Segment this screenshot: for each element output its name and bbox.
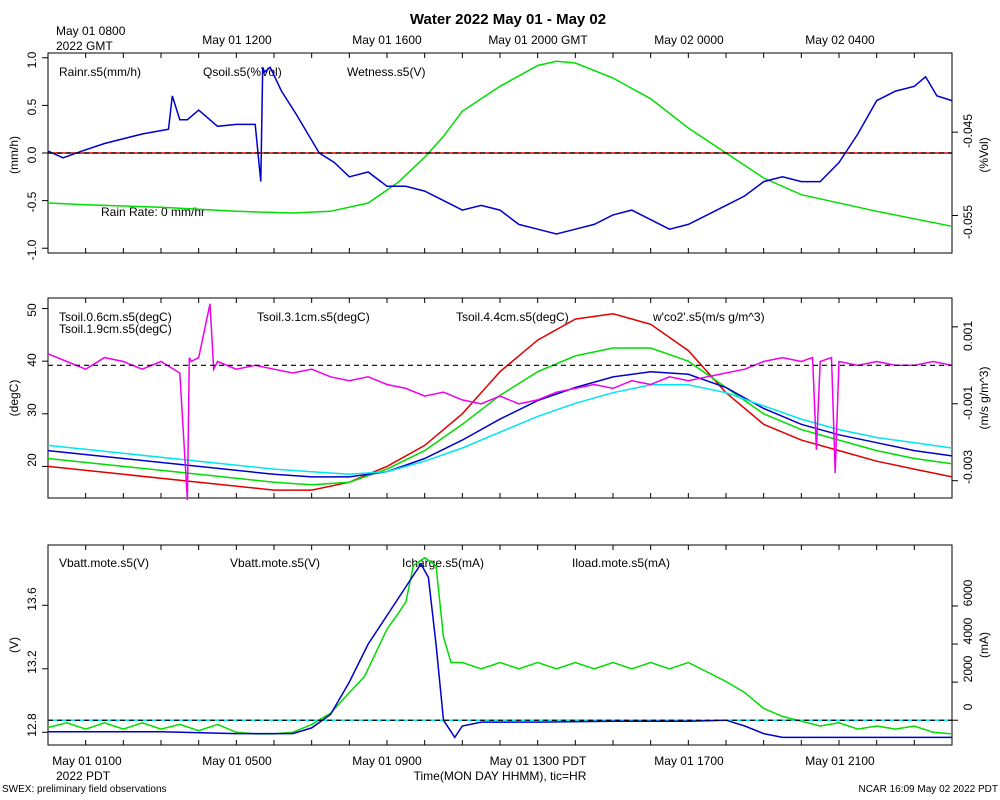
y-tick-label-left: 0.5 — [25, 98, 39, 115]
y-tick-label-left: 13.6 — [25, 587, 39, 611]
bottom-axis-label: May 01 1300 PDT — [490, 754, 587, 768]
bottom-corner-label: 2022 PDT — [56, 769, 111, 783]
series-line-tsoil-1-9cm-s5 — [47, 347, 953, 486]
series-line-w-co2-s5 — [47, 303, 953, 500]
legend-icharge: Icharge.s5(mA) — [402, 556, 484, 570]
legend-iload: Iload.mote.s5(mA) — [572, 556, 670, 570]
bottom-axis-label: May 01 0500 — [202, 754, 272, 768]
plot-frame — [47, 297, 953, 499]
y-tick-label-right: -0.045 — [961, 114, 975, 148]
bottom-axis-label: May 01 0100 — [52, 754, 122, 768]
top-axis-label: May 02 0400 — [805, 33, 875, 47]
series-line-qsoil-s5 — [47, 60, 953, 228]
y-tick-label-left: 40 — [25, 353, 39, 367]
legend-rainr: Rainr.s5(mm/h) — [59, 65, 141, 79]
y-tick-label-left: -1.0 — [25, 239, 39, 260]
y-axis-label-left: (degC) — [7, 380, 21, 417]
top-corner-line1: May 01 0800 — [56, 24, 126, 38]
top-axis-label: May 02 0000 — [654, 33, 724, 47]
y-tick-label-right: 2000 — [961, 655, 975, 682]
bottom-axis-label: May 01 2100 — [805, 754, 875, 768]
y-tick-label-right: 4000 — [961, 617, 975, 644]
y-tick-label-left: 20 — [25, 453, 39, 467]
y-tick-label-left: 30 — [25, 403, 39, 417]
y-tick-label-left: 13.2 — [25, 650, 39, 674]
top-axis-label: May 01 2000 GMT — [488, 33, 588, 47]
legend-vbatt-red: Vbatt.mote.s5(V) — [59, 556, 149, 570]
series-line-tsoil-0-6cm-s5 — [47, 313, 953, 491]
y-tick-label-right: -0.055 — [961, 205, 975, 239]
bottom-axis-label: May 01 1700 — [654, 754, 724, 768]
y-axis-label-left: (mm/h) — [7, 136, 21, 174]
y-tick-label-right: -0.001 — [961, 386, 975, 420]
legend-vbatt-green: Vbatt.mote.s5(V) — [230, 556, 320, 570]
y-tick-label-right: 0 — [961, 703, 975, 710]
legend-tsoil-0-6: Tsoil.0.6cm.s5(degC) — [59, 310, 172, 324]
legend-tsoil-1-9: Tsoil.1.9cm.s5(degC) — [59, 322, 172, 336]
series-line-wetness-s5 — [47, 66, 953, 235]
legend-tsoil-4-4: Tsoil.4.4cm.s5(degC) — [456, 310, 569, 324]
y-axis-label-right: (%Vol) — [977, 137, 991, 172]
y-tick-label-left: 1.0 — [25, 51, 39, 68]
y-tick-label-left: 0.0 — [25, 146, 39, 163]
series-line-tsoil-4-4cm-s5 — [47, 384, 953, 476]
bottom-axis-label: May 01 0900 — [352, 754, 422, 768]
legend-wco2: w'co2'.s5(m/s g/m^3) — [652, 310, 765, 324]
series-line-icharge-s5 — [48, 562, 952, 739]
y-tick-label-left: 50 — [25, 303, 39, 317]
top-axis-label: May 01 1600 — [352, 33, 422, 47]
y-tick-label-left: -0.5 — [25, 191, 39, 212]
y-tick-label-left: 12.8 — [25, 713, 39, 737]
footer-right: NCAR 16:09 May 02 2022 PDT — [858, 784, 998, 795]
plot-frame — [47, 544, 953, 746]
top-corner-line2: 2022 GMT — [56, 39, 113, 53]
footer-left: SWEX: preliminary field observations — [2, 784, 167, 795]
panel-soil-temperature: (degC) (m/s g/m^3) Tsoil.0.6cm.s5(degC) … — [7, 297, 991, 500]
top-axis-label: May 01 1200 — [202, 33, 272, 47]
chart-title: Water 2022 May 01 - May 02 — [410, 11, 606, 28]
y-axis-label-right: (mA) — [977, 632, 991, 658]
panel-water: (mm/h) (%Vol) Rainr.s5(mm/h) Qsoil.s5(%V… — [7, 51, 991, 260]
y-axis-label-left: (V) — [7, 637, 21, 653]
legend-wetness: Wetness.s5(V) — [347, 65, 425, 79]
y-tick-label-right: -0.003 — [961, 450, 975, 484]
y-tick-label-right: 0.001 — [961, 321, 975, 351]
panel-power: (V) (mA) Vbatt.mote.s5(V) Vbatt.mote.s5(… — [7, 544, 991, 746]
series-line-vbatt-mote-s5 — [47, 556, 953, 735]
x-axis-title: Time(MON DAY HHMM), tic=HR — [414, 769, 587, 783]
legend-tsoil-3-1: Tsoil.3.1cm.s5(degC) — [257, 310, 370, 324]
y-axis-label-right: (m/s g/m^3) — [977, 367, 991, 430]
y-tick-label-right: 6000 — [961, 579, 975, 606]
series-line-tsoil-3-1cm-s5 — [47, 370, 953, 478]
